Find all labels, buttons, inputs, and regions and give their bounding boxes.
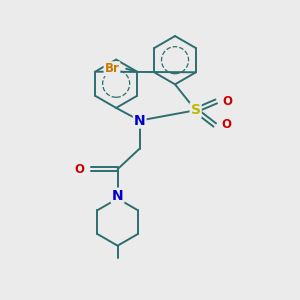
Text: N: N <box>112 189 123 202</box>
Text: N: N <box>134 114 146 128</box>
Text: Br: Br <box>104 62 119 75</box>
Text: O: O <box>223 95 233 108</box>
Text: O: O <box>75 163 85 176</box>
Text: S: S <box>190 103 201 117</box>
Text: O: O <box>221 118 231 131</box>
